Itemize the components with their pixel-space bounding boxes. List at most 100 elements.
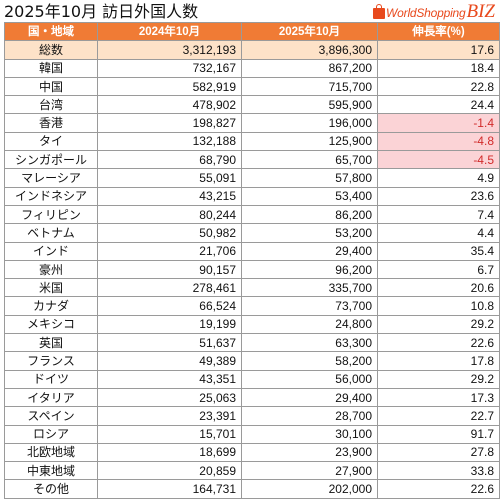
table-row: その他 164,731 202,000 22.6 (4, 479, 500, 499)
worldshopping-biz-logo: WorldShopping BIZ (373, 2, 495, 22)
table-row: シンガポール 68,790 65,700 -4.5 (4, 150, 500, 170)
value-2025-cell: 29,400 (241, 387, 378, 408)
country-cell: 中国 (4, 76, 98, 97)
value-2025-cell: 715,700 (241, 76, 378, 97)
visitor-table: 国・地域 2024年10月 2025年10月 伸長率(%) 総数 3,312,19… (4, 21, 500, 499)
country-cell: 北欧地域 (4, 442, 98, 463)
value-2024-cell: 43,351 (97, 369, 242, 389)
value-2025-cell: 53,400 (241, 186, 378, 206)
table-row: 中東地域 20,859 27,900 33.8 (4, 461, 500, 481)
growth-cell: 17.6 (377, 40, 500, 60)
growth-cell: 7.4 (377, 204, 500, 225)
table-row: イタリア 25,063 29,400 17.3 (4, 387, 500, 408)
value-2025-cell: 595,900 (241, 95, 378, 115)
value-2025-cell: 53,200 (241, 223, 378, 243)
value-2025-cell: 202,000 (241, 479, 378, 499)
table-header-row: 国・地域 2024年10月 2025年10月 伸長率(%) (4, 21, 500, 42)
value-2024-cell: 55,091 (97, 168, 242, 188)
country-cell: インド (4, 241, 98, 261)
value-2024-cell: 20,859 (97, 461, 242, 481)
table-row: カナダ 66,524 73,700 10.8 (4, 296, 500, 316)
country-cell: その他 (4, 479, 98, 499)
growth-cell: 29.2 (377, 314, 500, 335)
growth-cell: 18.4 (377, 58, 500, 78)
value-2024-cell: 66,524 (97, 296, 242, 316)
table-row: ロシア 15,701 30,100 91.7 (4, 424, 500, 444)
table-row: インドネシア 43,215 53,400 23.6 (4, 186, 500, 206)
logo-text: WorldShopping (386, 6, 466, 20)
value-2024-cell: 80,244 (97, 204, 242, 225)
country-cell: メキシコ (4, 314, 98, 335)
table-row: ベトナム 50,982 53,200 4.4 (4, 223, 500, 243)
table-row: メキシコ 19,199 24,800 29.2 (4, 314, 500, 335)
value-2025-cell: 73,700 (241, 296, 378, 316)
table-row: インド 21,706 29,400 35.4 (4, 241, 500, 261)
growth-cell: 20.6 (377, 278, 500, 298)
value-2025-cell: 125,900 (241, 131, 378, 152)
country-cell: ロシア (4, 424, 98, 444)
country-cell: タイ (4, 131, 98, 152)
value-2025-cell: 63,300 (241, 333, 378, 353)
table-row: ドイツ 43,351 56,000 29.2 (4, 369, 500, 389)
country-cell: 豪州 (4, 259, 98, 280)
value-2024-cell: 278,461 (97, 278, 242, 298)
logo-suffix: BIZ (466, 1, 496, 22)
value-2024-cell: 164,731 (97, 479, 242, 499)
growth-cell: 22.6 (377, 479, 500, 499)
value-2024-cell: 19,199 (97, 314, 242, 335)
growth-cell: 23.6 (377, 186, 500, 206)
growth-cell: -4.5 (377, 150, 500, 170)
growth-cell: 91.7 (377, 424, 500, 444)
country-cell: インドネシア (4, 186, 98, 206)
table-row: マレーシア 55,091 57,800 4.9 (4, 168, 500, 188)
value-2025-cell: 24,800 (241, 314, 378, 335)
header-2025: 2025年10月 (241, 21, 378, 42)
header-country: 国・地域 (4, 21, 98, 42)
value-2024-cell: 68,790 (97, 150, 242, 170)
value-2025-cell: 57,800 (241, 168, 378, 188)
table-row: タイ 132,188 125,900 -4.8 (4, 131, 500, 152)
value-2024-cell: 198,827 (97, 113, 242, 133)
table-row: フランス 49,389 58,200 17.8 (4, 351, 500, 371)
value-2025-cell: 196,000 (241, 113, 378, 133)
country-cell: 米国 (4, 278, 98, 298)
table-row: 香港 198,827 196,000 -1.4 (4, 113, 500, 133)
country-cell: ドイツ (4, 369, 98, 389)
country-cell: フィリピン (4, 204, 98, 225)
value-2025-cell: 27,900 (241, 461, 378, 481)
table-row: 英国 51,637 63,300 22.6 (4, 333, 500, 353)
growth-cell: 22.7 (377, 406, 500, 426)
table-row: スペイン 23,391 28,700 22.7 (4, 406, 500, 426)
table-row-total: 総数 3,312,193 3,896,300 17.6 (4, 40, 500, 60)
country-cell: カナダ (4, 296, 98, 316)
growth-cell: 35.4 (377, 241, 500, 261)
growth-cell: 17.3 (377, 387, 500, 408)
value-2025-cell: 29,400 (241, 241, 378, 261)
value-2024-cell: 51,637 (97, 333, 242, 353)
value-2024-cell: 478,902 (97, 95, 242, 115)
country-cell: イタリア (4, 387, 98, 408)
value-2025-cell: 23,900 (241, 442, 378, 463)
header-growth: 伸長率(%) (377, 21, 500, 42)
country-cell: 韓国 (4, 58, 98, 78)
value-2025-cell: 3,896,300 (241, 40, 378, 60)
growth-cell: 4.9 (377, 168, 500, 188)
table-row: 台湾 478,902 595,900 24.4 (4, 95, 500, 115)
value-2024-cell: 49,389 (97, 351, 242, 371)
value-2025-cell: 96,200 (241, 259, 378, 280)
growth-cell: 27.8 (377, 442, 500, 463)
table-row: 米国 278,461 335,700 20.6 (4, 278, 500, 298)
growth-cell: 33.8 (377, 461, 500, 481)
page-title: 2025年10月 訪日外国人数 (4, 2, 199, 21)
shopping-bag-icon (373, 4, 386, 19)
growth-cell: 22.6 (377, 333, 500, 353)
country-cell: 中東地域 (4, 461, 98, 481)
growth-cell: 10.8 (377, 296, 500, 316)
value-2025-cell: 30,100 (241, 424, 378, 444)
country-cell: スペイン (4, 406, 98, 426)
country-cell: 台湾 (4, 95, 98, 115)
growth-cell: 4.4 (377, 223, 500, 243)
growth-cell: 24.4 (377, 95, 500, 115)
growth-cell: 17.8 (377, 351, 500, 371)
value-2024-cell: 21,706 (97, 241, 242, 261)
